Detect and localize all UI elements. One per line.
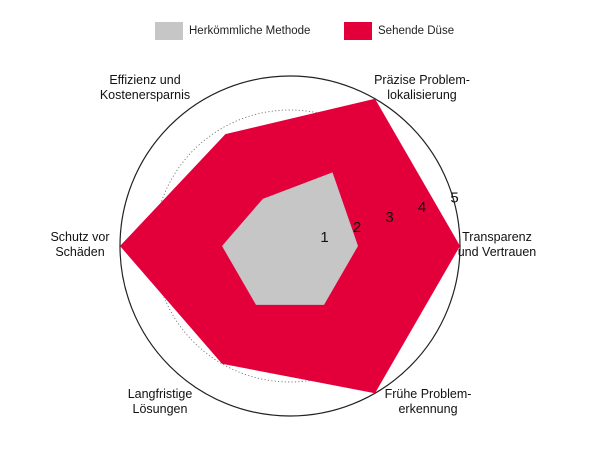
axis-label-praezise-line-1: Präzise Problem- xyxy=(374,73,470,87)
legend-item-sehende[interactable]: Sehende Düse xyxy=(344,22,454,40)
tick-label-5: 5 xyxy=(450,189,458,206)
axis-label-fruehe-line-1: Frühe Problem- xyxy=(385,387,472,401)
axis-label-transparenz: Transparenz und Vertrauen xyxy=(458,230,537,259)
axis-label-effizienz-line-1: Effizienz und xyxy=(109,73,180,87)
axis-label-transparenz-line-1: Transparenz xyxy=(462,230,532,244)
axis-label-fruehe-line-2: erkennung xyxy=(398,402,457,416)
axis-label-langfristige: Langfristige Lösungen xyxy=(128,387,193,416)
tick-label-4: 4 xyxy=(418,199,426,216)
legend-swatch-sehende xyxy=(344,22,372,40)
axis-label-fruehe: Frühe Problem-erkennung xyxy=(385,387,472,416)
axis-label-schutz: Schutz vor Schäden xyxy=(50,230,109,259)
legend-label-herkoemmliche: Herkömmliche Methode xyxy=(189,25,311,37)
axis-label-langfristige-line-1: Langfristige xyxy=(128,387,193,401)
legend-swatch-herkoemmliche xyxy=(155,22,183,40)
axis-label-schutz-line-2: Schäden xyxy=(55,245,104,259)
axis-label-transparenz-line-2: und Vertrauen xyxy=(458,245,537,259)
tick-label-1: 1 xyxy=(320,229,328,246)
tick-label-2: 2 xyxy=(353,219,361,236)
legend: Herkömmliche Methode Sehende Düse xyxy=(0,22,600,44)
axis-label-effizienz-line-2: Kostenersparnis xyxy=(100,88,190,102)
tick-label-3: 3 xyxy=(385,209,393,226)
axis-label-effizienz: Effizienz und Kostenersparnis xyxy=(100,73,190,102)
series-area-herkoemmliche xyxy=(222,172,358,305)
axis-label-praezise-line-2: lokalisierung xyxy=(387,88,457,102)
legend-item-herkoemmliche[interactable]: Herkömmliche Methode xyxy=(155,22,310,40)
axis-label-langfristige-line-2: Lösungen xyxy=(133,402,188,416)
axis-label-praezise: Präzise Problem-lokalisierung xyxy=(374,73,470,102)
legend-label-sehende: Sehende Düse xyxy=(378,25,455,37)
axis-label-schutz-line-1: Schutz vor xyxy=(50,230,109,244)
